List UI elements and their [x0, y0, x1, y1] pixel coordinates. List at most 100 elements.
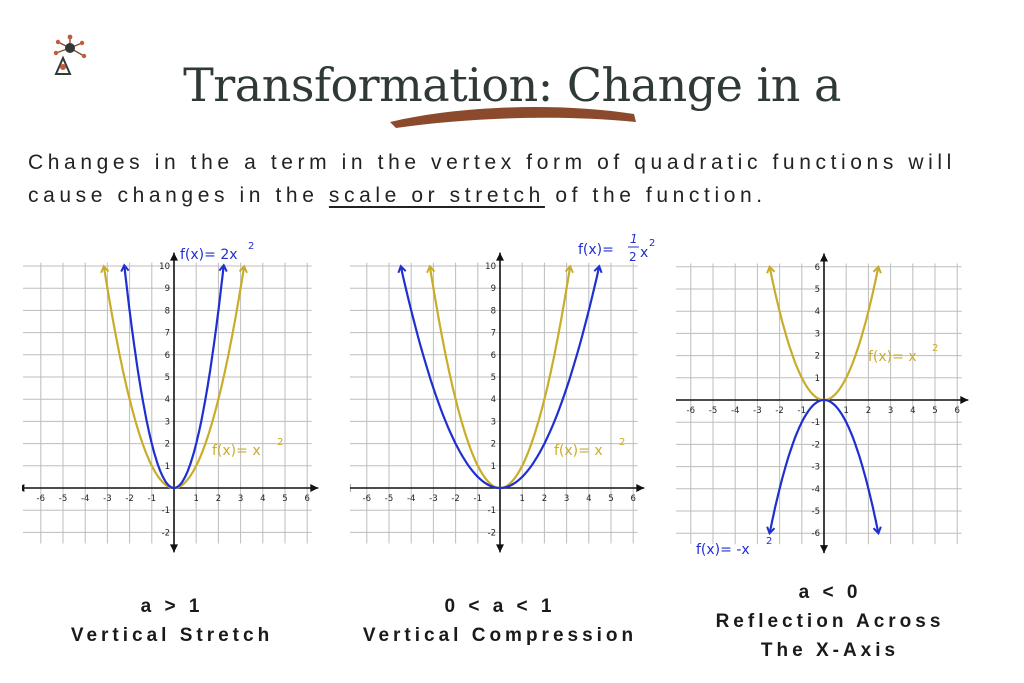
transformed-frac-num: 1 — [630, 232, 638, 246]
curve-arrowhead — [564, 264, 574, 274]
y-tick-label: 1 — [165, 462, 170, 472]
caption-condition: a > 1 — [140, 596, 204, 617]
y-tick-label: 2 — [815, 352, 820, 362]
y-tick-label: 1 — [491, 462, 496, 472]
curve-arrowhead — [766, 526, 776, 536]
y-tick-label: -1 — [162, 506, 170, 516]
x-tick-label: -3 — [753, 406, 761, 416]
series-curve-transformed — [399, 265, 601, 490]
x-tick-label: 5 — [932, 406, 937, 416]
x-tick-label: -1 — [798, 406, 806, 416]
caption-name-cont: The X-Axis — [760, 640, 900, 661]
x-tick-label: 1 — [519, 494, 524, 504]
x-tick-label: 4 — [910, 406, 915, 416]
x-tick-label: -3 — [429, 494, 437, 504]
curve-arrowhead — [100, 264, 110, 274]
y-tick-label: 3 — [815, 329, 820, 339]
curve-arrowhead — [397, 264, 407, 274]
y-tick-label: 6 — [165, 351, 170, 361]
transformed-label: f(x)= — [578, 242, 614, 258]
x-axis-arrow — [636, 484, 645, 492]
x-tick-label: 6 — [304, 494, 309, 504]
parent-exponent: 2 — [932, 343, 938, 354]
y-tick-label: -4 — [812, 485, 820, 495]
y-axis-arrow — [496, 544, 504, 553]
curve-arrowhead — [238, 264, 248, 274]
y-tick-label: 4 — [491, 395, 496, 405]
y-tick-label: -6 — [812, 529, 820, 539]
x-axis-arrow — [22, 484, 25, 492]
y-tick-label: 10 — [159, 262, 170, 272]
x-tick-label: 3 — [564, 494, 569, 504]
x-tick-label: 6 — [954, 406, 959, 416]
page-title: Transformation: Change in a — [183, 58, 841, 112]
y-tick-label: -2 — [162, 528, 170, 538]
transformed-exponent: 2 — [766, 536, 772, 547]
y-tick-label: 8 — [165, 306, 170, 316]
x-tick-label: -5 — [59, 494, 67, 504]
x-axis-arrow — [310, 484, 319, 492]
series-curve-transformed — [768, 398, 880, 534]
intro-before: Changes in the a term in the vertex form… — [28, 151, 956, 207]
y-tick-label: 1 — [815, 374, 820, 384]
x-tick-label: 4 — [586, 494, 591, 504]
y-axis-arrow — [820, 545, 828, 554]
x-tick-label: -2 — [775, 406, 783, 416]
y-tick-label: 6 — [491, 351, 496, 361]
x-tick-label: 2 — [216, 494, 221, 504]
y-tick-label: 3 — [491, 417, 496, 427]
y-tick-label: 2 — [165, 440, 170, 450]
y-tick-label: 10 — [485, 262, 496, 272]
caption-condition: 0 < a < 1 — [444, 596, 556, 617]
y-tick-label: 4 — [815, 307, 820, 317]
x-tick-label: -1 — [148, 494, 156, 504]
y-tick-label: 4 — [165, 395, 170, 405]
x-tick-label: 3 — [888, 406, 893, 416]
curve-arrowhead — [120, 263, 130, 272]
x-tick-label: 5 — [282, 494, 287, 504]
y-tick-label: 9 — [165, 284, 170, 294]
title-underline-brush — [390, 107, 636, 128]
y-tick-label: 6 — [815, 263, 820, 273]
x-tick-label: 1 — [193, 494, 198, 504]
x-axis-arrow — [960, 396, 969, 404]
parent-label: f(x)= x — [554, 443, 603, 459]
y-tick-label: 5 — [491, 373, 496, 383]
x-tick-label: -6 — [363, 494, 371, 504]
intro-after: of the function. — [544, 184, 767, 207]
x-tick-label: -4 — [81, 494, 89, 504]
x-tick-label: -1 — [474, 494, 482, 504]
transformed-label: f(x)= -x — [696, 542, 750, 558]
y-tick-label: -5 — [812, 507, 820, 517]
y-tick-label: 5 — [165, 373, 170, 383]
x-tick-label: -6 — [37, 494, 45, 504]
caption-name: Vertical Stretch — [70, 625, 274, 646]
transformed-label: f(x)= 2x — [180, 247, 238, 263]
y-axis-arrow — [820, 253, 828, 262]
parent-exponent: 2 — [619, 437, 625, 448]
y-tick-label: 3 — [165, 417, 170, 427]
x-tick-label: -5 — [385, 494, 393, 504]
x-tick-label: -4 — [731, 406, 739, 416]
series-curve-transformed — [123, 265, 225, 490]
y-axis-arrow — [496, 252, 504, 261]
y-axis-arrow — [170, 544, 178, 553]
graph-reflection: -6 -5 -4 -3 -2 -1 1 2 3 4 5 6 -6 -5 -4 -3 -2 -1 1 2 3 4 5 6 f(x… — [676, 253, 969, 558]
transformed-exponent: 2 — [649, 238, 655, 249]
y-axis-arrow — [170, 252, 178, 261]
x-tick-label: -2 — [125, 494, 133, 504]
x-tick-label: -6 — [687, 406, 695, 416]
logo-icon — [53, 34, 87, 75]
caption-vertical-stretch: a > 1 Vertical Stretch — [22, 592, 322, 650]
x-tick-label: -3 — [103, 494, 111, 504]
curve-arrowhead — [872, 264, 882, 274]
transformed-var: x — [640, 245, 648, 261]
y-tick-label: -1 — [488, 506, 496, 516]
y-tick-label: 9 — [491, 284, 496, 294]
caption-name: Vertical Compression — [362, 625, 638, 646]
caption-reflection: a < 0 Reflection Across The X-Axis — [680, 578, 980, 665]
x-tick-label: 2 — [866, 406, 871, 416]
y-tick-label: 2 — [491, 440, 496, 450]
parent-label: f(x)= x — [212, 443, 261, 459]
